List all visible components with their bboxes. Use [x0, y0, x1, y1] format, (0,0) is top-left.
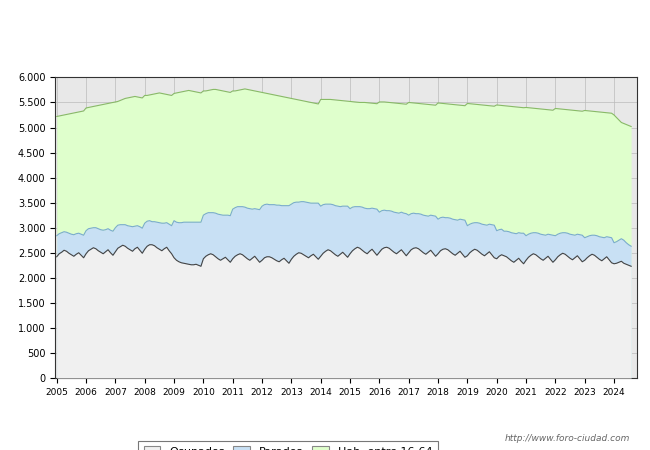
- Text: http://www.foro-ciudad.com: http://www.foro-ciudad.com: [505, 434, 630, 443]
- Legend: Ocupados, Parados, Hab. entre 16-64: Ocupados, Parados, Hab. entre 16-64: [138, 441, 438, 450]
- Text: Archidona - Evolucion de la poblacion en edad de Trabajar Septiembre de 2024: Archidona - Evolucion de la poblacion en…: [72, 13, 578, 26]
